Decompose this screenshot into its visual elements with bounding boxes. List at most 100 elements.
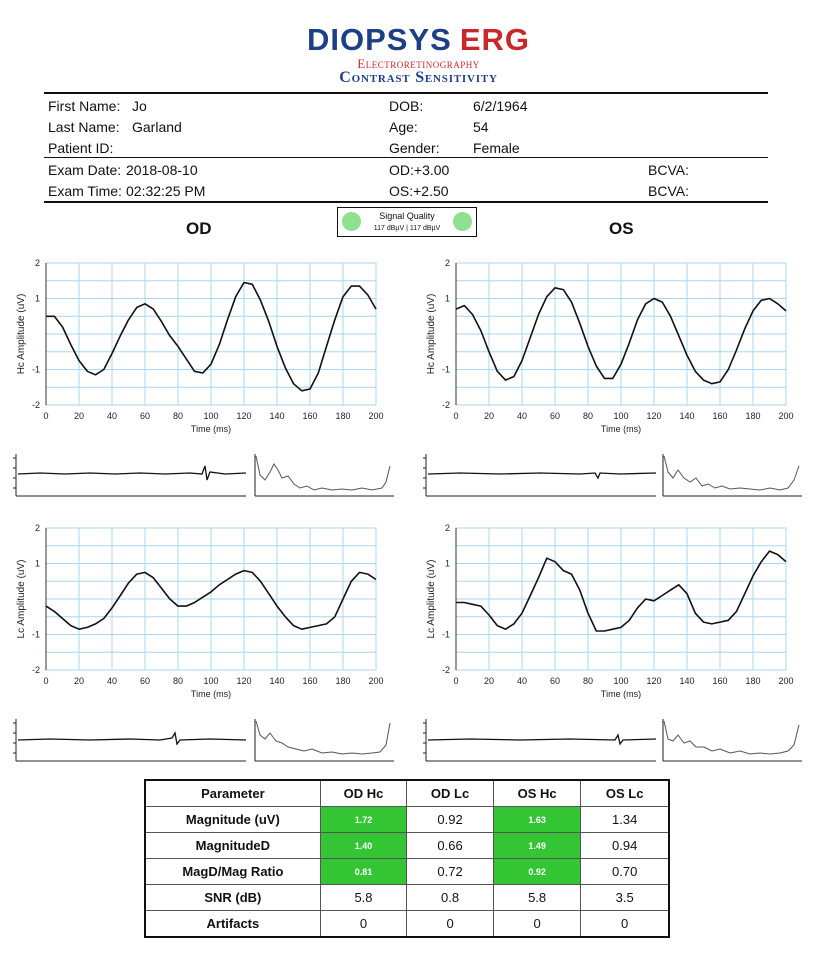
y-tick-label: -1 [442, 365, 450, 375]
signal-quality-values: 117 dBµV | 117 dBµV [373, 225, 441, 232]
exam-date-label: Exam Date: [48, 162, 122, 178]
eye-label-od: OD [186, 219, 212, 238]
x-tick-label: 0 [453, 411, 458, 421]
spectrum-os-lc [662, 719, 802, 762]
x-tick-label: 200 [368, 411, 383, 421]
exam-time-label: Exam Time: [48, 183, 122, 199]
table-cell: 1.49 [492, 832, 582, 859]
x-tick-label: 0 [43, 411, 48, 421]
x-tick-label: 160 [712, 676, 727, 686]
y-tick-label: 1 [445, 559, 450, 569]
header-od-lc: OD Lc [406, 779, 494, 807]
table-cell: 0 [319, 910, 408, 938]
signal-quality-os-indicator [453, 212, 472, 231]
row-label: MagnitudeD [144, 832, 321, 859]
table-cell: 5.8 [492, 884, 582, 911]
x-tick-label: 120 [236, 411, 251, 421]
series-line [46, 281, 377, 392]
patient-id-row: Patient ID: [48, 140, 113, 157]
x-tick-label: 80 [583, 676, 593, 686]
table-row: Magnitude (uV) 1.72 0.92 1.63 1.34 [144, 806, 670, 833]
logo-subtitle-contrast-sensitivity: Contrast Sensitivity [339, 69, 498, 86]
y-tick-label: 1 [35, 559, 40, 569]
x-tick-label: 140 [679, 676, 694, 686]
table-row: MagnitudeD 1.40 0.66 1.49 0.94 [144, 832, 670, 859]
x-tick-label: 100 [203, 676, 218, 686]
table-cell: 5.8 [319, 884, 408, 911]
x-tick-label: 180 [745, 411, 760, 421]
logo-subtitle-electroretinography: Electroretinography [357, 56, 480, 71]
table-cell: 1.72 [319, 806, 408, 833]
divider-top [44, 92, 768, 94]
y-tick-label: -1 [32, 365, 40, 375]
exam-date-row: Exam Date: 2018-08-10 [48, 162, 198, 179]
table-cell: 0.66 [406, 832, 494, 859]
trace-os-hc-raw [423, 454, 657, 497]
x-axis-label: Time (ms) [601, 689, 641, 699]
patient-id-label: Patient ID: [48, 140, 114, 156]
y-tick-label: -2 [442, 400, 450, 410]
y-tick-label: -2 [32, 400, 40, 410]
header-os-lc: OS Lc [580, 779, 670, 807]
x-tick-label: 120 [236, 676, 251, 686]
x-tick-label: 60 [550, 676, 560, 686]
x-tick-label: 140 [679, 411, 694, 421]
chart-grid [455, 527, 787, 671]
od-refraction-label: OD: [389, 162, 414, 178]
y-tick-label: 2 [35, 523, 40, 533]
x-tick-label: 60 [140, 676, 150, 686]
gender-row: Gender: Female [389, 140, 520, 157]
row-label: MagD/Mag Ratio [144, 858, 321, 885]
y-tick-label: -1 [32, 630, 40, 640]
x-tick-label: 60 [550, 411, 560, 421]
age-label: Age: [389, 119, 418, 135]
y-tick-label: -1 [442, 630, 450, 640]
trace-od-hc-raw [13, 454, 247, 497]
chart-os-hc: 0 20 40 60 80 100 120 140 160 180 200 2 1 -1 -2 Time (m… [426, 258, 794, 434]
x-tick-label: 200 [368, 676, 383, 686]
os-refraction-value: +2.50 [413, 183, 449, 199]
table-cell: 1.40 [319, 832, 408, 859]
first-name-label: First Name: [48, 98, 121, 114]
exam-time-row: Exam Time: 02:32:25 PM [48, 183, 205, 200]
bcva-os-label: BCVA: [648, 183, 689, 199]
dob-value: 6/2/1964 [473, 98, 528, 114]
table-cell: 1.63 [492, 806, 582, 833]
y-axis-label: Lc Amplitude (uV) [426, 560, 437, 639]
age-row: Age: 54 [389, 119, 489, 136]
divider-bottom [44, 201, 768, 203]
exam-time-value: 02:32:25 PM [126, 183, 206, 199]
row-label: SNR (dB) [144, 884, 321, 911]
series-line [456, 550, 787, 632]
x-tick-label: 140 [269, 676, 284, 686]
table-cell: 0.94 [580, 832, 670, 859]
x-tick-label: 20 [74, 411, 84, 421]
x-tick-label: 40 [517, 676, 527, 686]
os-refraction-row: OS:+2.50 [389, 183, 449, 200]
signal-quality-box: Signal Quality 117 dBµV | 117 dBµV [337, 207, 477, 237]
x-tick-label: 180 [335, 676, 350, 686]
y-tick-label: 1 [35, 294, 40, 304]
chart-os-lc: 0 20 40 60 80 100 120 140 160 180 200 2 1 -1 -2 Time (m… [426, 523, 794, 699]
divider-middle [44, 157, 768, 158]
chart-od-hc: 0 20 40 60 80 100 120 140 160 180 200 2 1 -1 -2 Time (m… [16, 258, 384, 434]
header-parameter: Parameter [144, 779, 321, 807]
x-tick-label: 20 [74, 676, 84, 686]
table-cell: 1.34 [580, 806, 670, 833]
x-axis-label: Time (ms) [191, 424, 231, 434]
last-name-label: Last Name: [48, 119, 120, 135]
series-line [45, 569, 377, 630]
x-tick-label: 20 [484, 411, 494, 421]
spectrum-od-lc [254, 719, 394, 762]
first-name-row: First Name: Jo [48, 98, 147, 115]
table-row: MagD/Mag Ratio 0.81 0.72 0.92 0.70 [144, 858, 670, 885]
table-cell: 0.8 [406, 884, 494, 911]
gender-value: Female [473, 140, 520, 156]
od-refraction-value: +3.00 [413, 162, 450, 178]
table-cell: 3.5 [580, 884, 670, 911]
x-tick-label: 160 [302, 411, 317, 421]
chart-grid [45, 262, 377, 406]
x-tick-label: 40 [107, 411, 117, 421]
series-line [455, 286, 787, 385]
x-tick-label: 200 [778, 676, 793, 686]
